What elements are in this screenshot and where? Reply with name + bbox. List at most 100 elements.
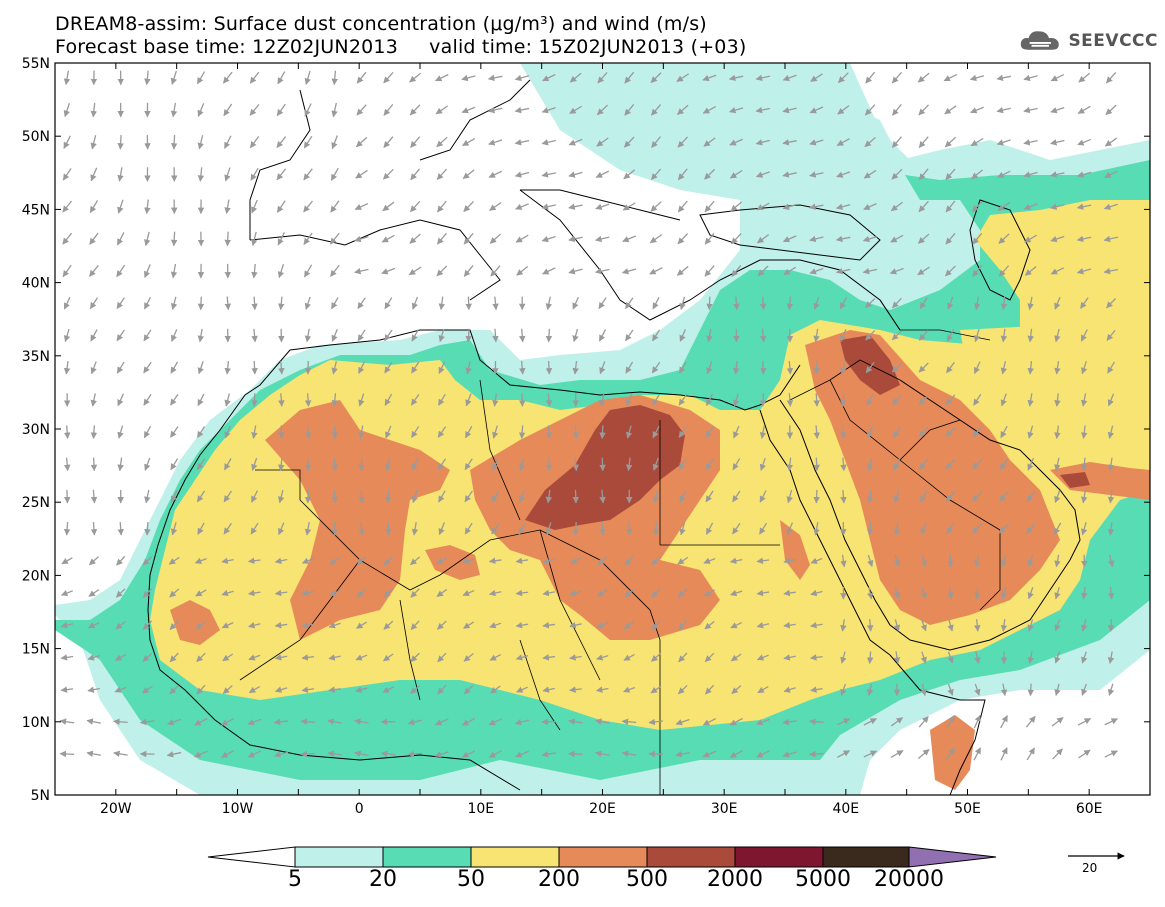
wind-arrow (624, 71, 635, 84)
wind-arrow (947, 651, 954, 664)
wind-arrow (116, 361, 125, 374)
wind-arrow (144, 199, 151, 215)
wind-arrow (756, 557, 770, 565)
wind-arrow (301, 686, 315, 693)
wind-arrow (143, 296, 151, 310)
wind-arrow (222, 653, 234, 662)
wind-arrow (973, 586, 981, 600)
wind-arrow (492, 393, 499, 407)
wind-arrow (116, 232, 125, 246)
wind-arrow (1107, 683, 1115, 696)
wind-arrow (783, 266, 797, 276)
wind-arrow (143, 393, 152, 406)
wind-arrow (810, 654, 823, 661)
wind-arrow (757, 265, 769, 277)
wind-arrow (1054, 651, 1061, 664)
wind-arrow (114, 686, 127, 693)
wind-arrow (1050, 171, 1065, 178)
wind-arrow (222, 71, 233, 84)
wind-arrow (169, 588, 180, 598)
wind-arrow (545, 393, 553, 407)
colorbar-label: 200 (538, 867, 580, 892)
wind-arrow (223, 522, 232, 535)
wind-arrow (436, 136, 448, 148)
wind-arrow (596, 654, 609, 661)
wind-arrow (515, 203, 529, 210)
wind-arrow (545, 425, 553, 440)
wind-arrow (677, 168, 688, 181)
wind-arrow (407, 750, 423, 758)
wind-arrow (438, 490, 446, 503)
wind-arrow (1052, 748, 1063, 760)
wind-arrow (599, 393, 606, 407)
lat-tick-label: 5N (31, 788, 50, 804)
wind-arrow (87, 686, 100, 693)
coast-red-sea (759, 399, 911, 656)
wind-arrow (1107, 554, 1115, 568)
wind-arrow (357, 329, 366, 342)
wind-arrow (729, 138, 743, 146)
wind-arrow (197, 167, 205, 182)
wind-arrow (144, 264, 151, 278)
wind-arrow (1105, 104, 1117, 116)
wind-arrow (143, 425, 152, 439)
wind-arrow (117, 199, 124, 214)
wind-arrow (197, 103, 205, 117)
wind-arrow (973, 296, 981, 311)
wind-arrow (597, 71, 608, 84)
wind-arrow (463, 265, 474, 277)
wind-arrow (436, 588, 448, 598)
wind-arrow (625, 457, 633, 472)
wind-arrow (438, 361, 446, 374)
wind-arrow (301, 557, 314, 564)
wind-arrow (437, 458, 447, 471)
wind-arrow (356, 71, 367, 84)
wind-arrow (86, 718, 101, 725)
wind-arrow (840, 683, 847, 696)
lon-tick-label: 10W (222, 801, 254, 817)
wind-arrow (972, 491, 983, 502)
wind-arrow (488, 557, 502, 565)
wind-arrow (918, 394, 929, 405)
wind-arrow (786, 457, 794, 472)
wind-arrow (144, 489, 151, 504)
wind-arrow (355, 169, 368, 179)
wind-arrow (197, 361, 204, 375)
wind-arrow (1027, 651, 1034, 664)
wind-arrow (918, 426, 929, 438)
wind-arrow (1054, 360, 1061, 375)
wind-arrow (974, 683, 981, 696)
dust-contour-200-gulf (1050, 462, 1150, 500)
wind-arrow (251, 199, 258, 214)
wind-arrow (892, 103, 902, 116)
wind-arrow (541, 139, 556, 146)
wind-arrow (139, 718, 155, 726)
wind-arrow (891, 136, 902, 148)
seevccc-logo: SEEVCCC (1018, 26, 1158, 56)
wind-arrow (972, 426, 982, 438)
wind-arrow (248, 654, 261, 661)
wind-arrow (786, 522, 794, 536)
wind-arrow (866, 457, 874, 472)
wind-arrow (704, 265, 715, 277)
wind-arrow (970, 137, 984, 147)
wind-arrow (569, 105, 583, 115)
wind-arrow (809, 203, 824, 210)
coast-black-sea (699, 204, 881, 261)
wind-arrow (1081, 651, 1088, 664)
wind-arrow (650, 72, 662, 84)
wind-arrow (920, 522, 927, 536)
wind-arrow (996, 139, 1011, 146)
wind-arrow (1027, 683, 1035, 697)
wind-arrow (276, 168, 287, 181)
wind-arrow (866, 489, 874, 504)
wind-arrow (893, 522, 901, 536)
wind-arrow (196, 458, 206, 471)
wind-arrow (1107, 425, 1115, 439)
wind-arrow (385, 425, 392, 439)
wind-arrow (862, 267, 878, 275)
wind-arrow (90, 361, 97, 375)
wind-arrow (920, 587, 927, 600)
wind-arrow (410, 588, 420, 598)
wind-arrow (946, 522, 955, 535)
